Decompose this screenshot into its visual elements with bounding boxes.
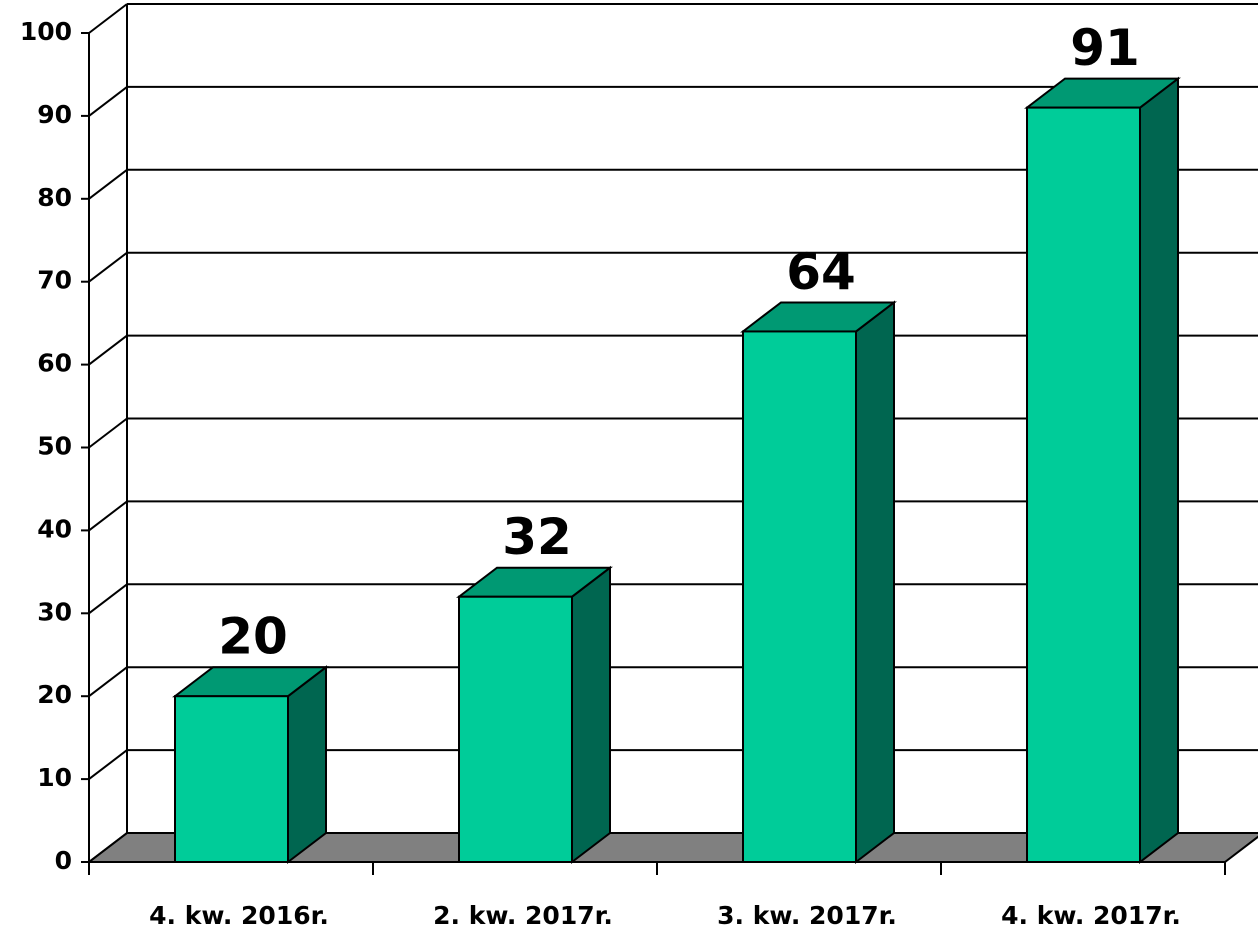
- y-tick-label: 60: [37, 349, 72, 378]
- grid-line-side: [88, 251, 128, 283]
- y-tick-label: 100: [20, 17, 72, 46]
- grid-line-side: [88, 417, 128, 449]
- value-label: 64: [786, 243, 856, 301]
- y-tick-label: 10: [37, 763, 72, 792]
- grid-line-side: [88, 3, 128, 34]
- y-tick-label: 0: [55, 846, 72, 875]
- bar-side: [855, 300, 895, 865]
- bar: [458, 595, 573, 863]
- x-tick-label: 3. kw. 2017r.: [717, 901, 897, 930]
- x-tick-label: 4. kw. 2016r.: [149, 901, 329, 930]
- y-tick-label: 30: [37, 597, 72, 626]
- bar-side: [1139, 76, 1179, 865]
- x-tick-label: 4. kw. 2017r.: [1001, 901, 1181, 930]
- y-tick-label: 70: [37, 266, 72, 295]
- value-label: 91: [1070, 19, 1140, 77]
- y-tick-label: 80: [37, 183, 72, 212]
- bar: [1026, 106, 1141, 864]
- grid-line-side: [88, 334, 128, 366]
- bar: [174, 695, 289, 864]
- x-tick-label: 2. kw. 2017r.: [433, 901, 613, 930]
- y-tick-label: 20: [37, 680, 72, 709]
- bar: [742, 330, 857, 863]
- value-label: 32: [502, 508, 572, 566]
- bar-side: [571, 565, 611, 865]
- y-tick-label: 40: [37, 514, 72, 543]
- grid-line-side: [88, 666, 128, 697]
- grid-line-side: [88, 169, 128, 200]
- bar-side: [287, 665, 327, 865]
- grid-line-side: [88, 583, 128, 615]
- y-tick-label: 50: [37, 432, 72, 461]
- value-label: 20: [218, 608, 288, 666]
- grid-line-side: [88, 86, 128, 117]
- grid-line-side: [88, 500, 128, 532]
- y-tick-label: 90: [37, 100, 72, 129]
- grid-line-side: [88, 832, 128, 863]
- grid-line-side: [88, 749, 128, 780]
